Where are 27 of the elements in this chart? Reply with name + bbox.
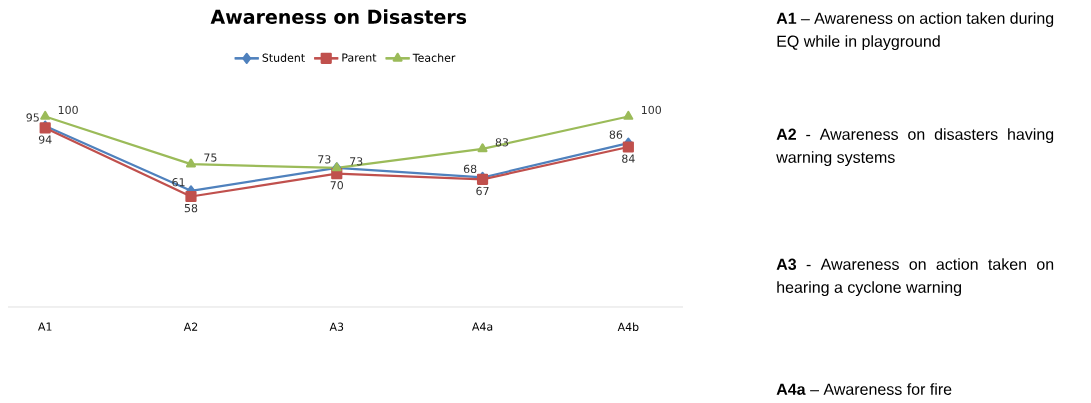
legend-label: Parent: [342, 53, 377, 62]
x-tick-label: A1: [38, 322, 52, 331]
data-label: 70: [330, 181, 344, 190]
data-label: 94: [38, 135, 52, 144]
text: A4a – Awareness for fire: [776, 383, 952, 395]
data-label: 100: [641, 105, 662, 115]
data-label: 100: [58, 105, 78, 115]
legend-label: Teacher: [412, 53, 456, 62]
data-label: 58: [184, 203, 198, 213]
data-label: 84: [622, 154, 635, 163]
chart-title: Awareness on Disasters: [210, 9, 467, 24]
data-label: 86: [609, 130, 623, 139]
data-label: 73: [350, 157, 363, 166]
data-label: 95: [26, 113, 39, 122]
text: A3 - Awareness on action taken on hearing a cyclone warning: [776, 258, 1054, 297]
data-label: 67: [476, 186, 489, 196]
text: A1 – Awareness on action taken during EQ while in playground: [776, 12, 1054, 51]
legend-label: Student: [262, 53, 305, 62]
text: A2 - Awareness on disasters having warning systems: [776, 128, 1054, 167]
data-label: 68: [463, 164, 477, 174]
x-tick-label: A3: [329, 322, 344, 331]
data-label: 75: [204, 153, 217, 162]
x-tick-label: A4a: [472, 322, 493, 331]
x-tick-label: A2: [183, 322, 198, 331]
x-tick-label: A4b: [617, 322, 639, 332]
data-label: 61: [172, 178, 185, 187]
data-label: 73: [318, 155, 331, 164]
